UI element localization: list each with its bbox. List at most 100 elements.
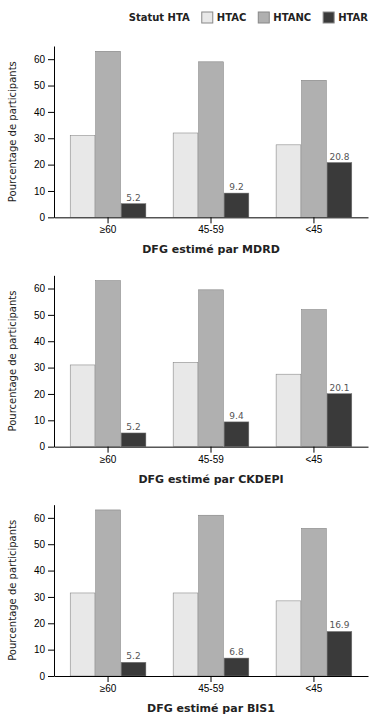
y-tick-mark	[48, 165, 54, 166]
y-tick: 40	[34, 336, 54, 347]
y-tick: 40	[34, 565, 54, 576]
bar	[121, 433, 146, 447]
y-tick: 30	[34, 133, 54, 144]
x-axis: ≥60 45-59 <45	[55, 217, 369, 235]
y-tick-label: 10	[34, 644, 46, 655]
bar	[121, 662, 146, 676]
y-tick: 60	[34, 513, 54, 524]
x-tick: <45	[305, 217, 322, 235]
y-tick-label: 50	[34, 310, 46, 321]
x-tick: ≥60	[100, 676, 117, 694]
y-axis-line	[54, 505, 55, 676]
y-axis-title: Pourcentage de participants	[7, 61, 18, 202]
y-tick-mark	[48, 289, 54, 290]
x-tick-mark	[313, 447, 314, 453]
y-tick-label: 40	[34, 336, 46, 347]
y-tick-label: 10	[34, 415, 46, 426]
legend-label: HTAR	[338, 12, 368, 23]
y-tick-mark	[48, 341, 54, 342]
y-tick-mark	[48, 191, 54, 192]
y-axis: 0102030405060	[34, 47, 55, 224]
y-tick-label: 40	[34, 565, 46, 576]
x-tick-mark	[313, 217, 314, 223]
bar	[96, 51, 121, 217]
y-tick-label: 50	[34, 539, 46, 550]
x-axis: ≥6045-59<45	[55, 447, 369, 465]
data-label: 9.4	[229, 411, 244, 421]
data-label: 20.8	[329, 152, 349, 162]
x-axis: ≥60 45-59 <45	[55, 676, 369, 694]
bar	[302, 528, 327, 676]
x-tick: ≥60	[100, 447, 117, 465]
bar	[173, 362, 198, 446]
y-tick-mark	[48, 623, 54, 624]
y-tick-label: 0	[39, 441, 45, 452]
x-tick-label: 45-59	[198, 454, 224, 465]
x-tick: ≥60	[100, 217, 117, 235]
y-tick: 20	[34, 389, 54, 400]
bar	[70, 136, 95, 218]
x-tick-label: ≥60	[100, 454, 117, 465]
y-tick-mark	[48, 112, 54, 113]
legend-label: HTANC	[273, 12, 311, 23]
y-tick-label: 20	[34, 159, 46, 170]
x-tick-mark	[211, 447, 212, 453]
x-tick-label: ≥60	[100, 683, 117, 694]
y-tick-mark	[48, 650, 54, 651]
y-tick: 20	[34, 618, 54, 629]
y-tick: 0	[39, 441, 54, 452]
y-tick-label: 40	[34, 107, 46, 118]
x-tick-mark	[108, 447, 109, 453]
y-tick-mark	[48, 676, 54, 677]
y-tick-mark	[48, 544, 54, 545]
x-axis-title: DFG estimé par BIS1	[147, 702, 275, 715]
y-tick-label: 20	[34, 618, 46, 629]
y-tick-label: 0	[39, 671, 45, 682]
bar	[96, 281, 121, 447]
y-tick: 60	[34, 283, 54, 294]
bar	[199, 515, 224, 676]
bar	[302, 310, 327, 447]
bar	[276, 374, 301, 446]
bar	[199, 290, 224, 447]
x-tick-label: 45-59	[198, 683, 224, 694]
bar	[173, 133, 198, 217]
y-tick-mark	[48, 59, 54, 60]
y-tick: 50	[34, 80, 54, 91]
legend-label: HTAC	[217, 12, 247, 23]
y-tick: 30	[34, 362, 54, 373]
y-tick: 10	[34, 644, 54, 655]
y-tick: 50	[34, 539, 54, 550]
data-label: 6.8	[229, 647, 244, 657]
bar	[121, 204, 146, 218]
y-axis: 0 10 20 30 40 50 60	[34, 276, 55, 453]
y-tick-mark	[48, 368, 54, 369]
y-tick-mark	[48, 86, 54, 87]
bar	[224, 658, 249, 676]
bar	[327, 394, 352, 447]
y-tick-label: 50	[34, 80, 46, 91]
y-tick-label: 60	[34, 283, 46, 294]
y-axis-title: Pourcentage de participants	[7, 291, 18, 432]
y-tick-mark	[48, 217, 54, 218]
x-tick-mark	[211, 217, 212, 223]
x-tick-mark	[108, 676, 109, 682]
bar	[224, 193, 249, 217]
y-tick-label: 30	[34, 133, 46, 144]
bars	[70, 281, 352, 447]
data-label: 20.1	[329, 383, 349, 393]
y-tick: 0	[39, 671, 54, 682]
y-tick-mark	[48, 571, 54, 572]
x-tick: 45-59	[198, 217, 224, 235]
bar	[327, 163, 352, 218]
x-tick: 45-59	[198, 447, 224, 465]
bar	[70, 593, 95, 676]
bar	[173, 593, 198, 676]
bar	[224, 422, 249, 447]
bars	[70, 51, 352, 217]
y-tick-mark	[48, 597, 54, 598]
bar	[276, 601, 301, 676]
y-axis: 0102030405060	[34, 505, 55, 682]
x-tick: <45	[305, 676, 322, 694]
x-axis-title: DFG estimé par CKDEPI	[138, 473, 283, 486]
